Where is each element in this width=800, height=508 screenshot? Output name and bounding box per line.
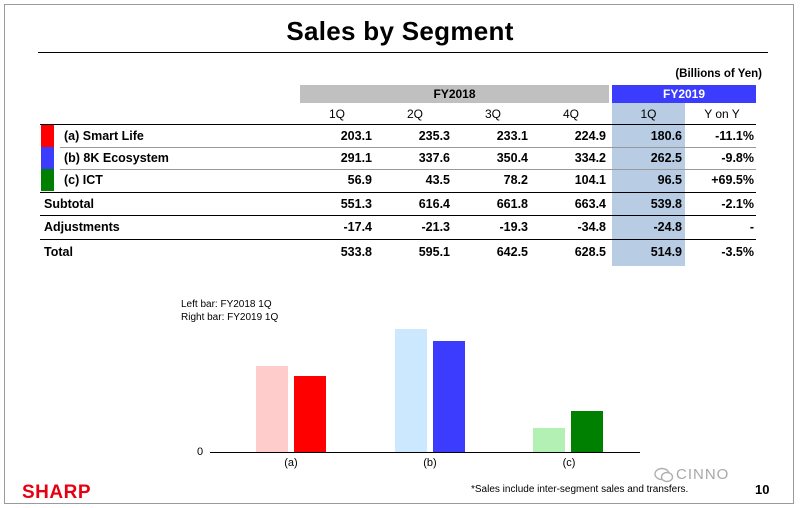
table-row-ict: (c) ICT 56.9 43.5 78.2 104.1 96.5 +69.5% <box>0 169 800 191</box>
table-cell: 350.4 <box>496 151 528 165</box>
table-cell: - <box>749 220 754 234</box>
table-cell: 235.3 <box>418 129 450 143</box>
row-divider <box>60 147 756 148</box>
header-fy2018: FY2018 <box>300 85 609 103</box>
watermark: CINNO <box>676 466 730 483</box>
table-cell: 291.1 <box>340 151 372 165</box>
row-divider <box>60 169 756 170</box>
table-cell: 43.5 <box>425 173 450 187</box>
row-label: Subtotal <box>44 197 94 211</box>
row-label: (a) Smart Life <box>64 129 144 143</box>
table-cell: 533.8 <box>340 245 372 259</box>
bar-b-fy2018-1q <box>395 329 427 452</box>
table-cell: 514.9 <box>650 245 682 259</box>
col-header-fy2018-1q: 1Q <box>328 107 345 121</box>
table-cell: 96.5 <box>657 173 682 187</box>
title-rule <box>38 52 768 53</box>
table-cell: 334.2 <box>574 151 606 165</box>
table-cell: -21.3 <box>421 220 451 234</box>
row-divider <box>40 192 756 193</box>
col-header-yoy: Y on Y <box>704 107 740 121</box>
row-divider <box>40 215 756 216</box>
bar-c-fy2018-1q <box>533 428 565 452</box>
bar-a-fy2019-1q <box>294 376 326 452</box>
x-label-c: (c) <box>562 457 576 469</box>
bar-b-fy2019-1q <box>433 341 465 452</box>
x-label-b: (b) <box>423 457 437 469</box>
row-divider <box>40 239 756 240</box>
table-cell: 233.1 <box>496 129 528 143</box>
bar-c-fy2019-1q <box>571 411 603 452</box>
table-cell: -2.1% <box>721 197 754 211</box>
row-label: Total <box>44 245 73 259</box>
table-row-8k-ecosystem: (b) 8K Ecosystem 291.1 337.6 350.4 334.2… <box>0 147 800 169</box>
bar-a-fy2018-1q <box>256 366 288 452</box>
table-cell: +69.5% <box>711 173 754 187</box>
legend-left-bar: Left bar: FY2018 1Q <box>181 299 272 310</box>
table-row-total: Total 533.8 595.1 642.5 628.5 514.9 -3.5… <box>0 241 800 263</box>
table-cell: 78.2 <box>503 173 528 187</box>
sharp-logo: SHARP <box>22 482 92 503</box>
table-cell: 224.9 <box>574 129 606 143</box>
table-cell: 56.9 <box>347 173 372 187</box>
slide-frame <box>4 4 794 504</box>
table-cell: 203.1 <box>340 129 372 143</box>
table-cell: 262.5 <box>650 151 682 165</box>
col-header-fy2018-3q: 3Q <box>484 107 501 121</box>
x-label-a: (a) <box>284 457 298 469</box>
table-cell: -3.5% <box>721 245 754 259</box>
table-cell: -17.4 <box>343 220 373 234</box>
table-row-smart-life: (a) Smart Life 203.1 235.3 233.1 224.9 1… <box>0 125 800 147</box>
row-label: Adjustments <box>44 220 120 234</box>
table-row-adjustments: Adjustments -17.4 -21.3 -19.3 -34.8 -24.… <box>0 216 800 238</box>
table-cell: 595.1 <box>418 245 450 259</box>
col-header-fy2019-1q: 1Q <box>640 107 657 121</box>
table-cell: 642.5 <box>496 245 528 259</box>
table-cell: 104.1 <box>574 173 606 187</box>
col-header-fy2018-2q: 2Q <box>406 107 423 121</box>
footnote: *Sales include inter-segment sales and t… <box>471 484 689 495</box>
swatch-smart-life <box>41 125 54 147</box>
row-label: (c) ICT <box>64 173 103 187</box>
table-cell: 180.6 <box>650 129 682 143</box>
col-header-fy2018-4q: 4Q <box>562 107 579 121</box>
table-cell: -34.8 <box>577 220 607 234</box>
header-rule <box>40 124 756 125</box>
page-number: 10 <box>755 482 770 497</box>
table-cell: -19.3 <box>499 220 529 234</box>
table-cell: 628.5 <box>574 245 606 259</box>
swatch-8k-ecosystem <box>41 147 54 169</box>
table-cell: 551.3 <box>340 197 372 211</box>
table-cell: 661.8 <box>496 197 528 211</box>
units-label: (Billions of Yen) <box>675 68 762 80</box>
row-label: (b) 8K Ecosystem <box>64 151 169 165</box>
table-cell: 539.8 <box>650 197 682 211</box>
table-cell: -11.1% <box>715 129 754 143</box>
header-fy2019: FY2019 <box>612 85 756 103</box>
fy2019-highlight-column <box>612 103 685 266</box>
table-cell: 616.4 <box>418 197 450 211</box>
chart-baseline <box>210 452 640 453</box>
y-tick-zero: 0 <box>197 446 204 458</box>
legend-right-bar: Right bar: FY2019 1Q <box>181 312 279 323</box>
table-cell: 337.6 <box>418 151 450 165</box>
table-cell: 663.4 <box>574 197 606 211</box>
table-row-subtotal: Subtotal 551.3 616.4 661.8 663.4 539.8 -… <box>0 193 800 215</box>
table-cell: -9.8% <box>721 151 754 165</box>
table-cell: -24.8 <box>653 220 683 234</box>
slide-title: Sales by Segment <box>286 16 514 46</box>
chat-bubble-icon <box>654 467 674 483</box>
swatch-ict <box>41 169 54 191</box>
